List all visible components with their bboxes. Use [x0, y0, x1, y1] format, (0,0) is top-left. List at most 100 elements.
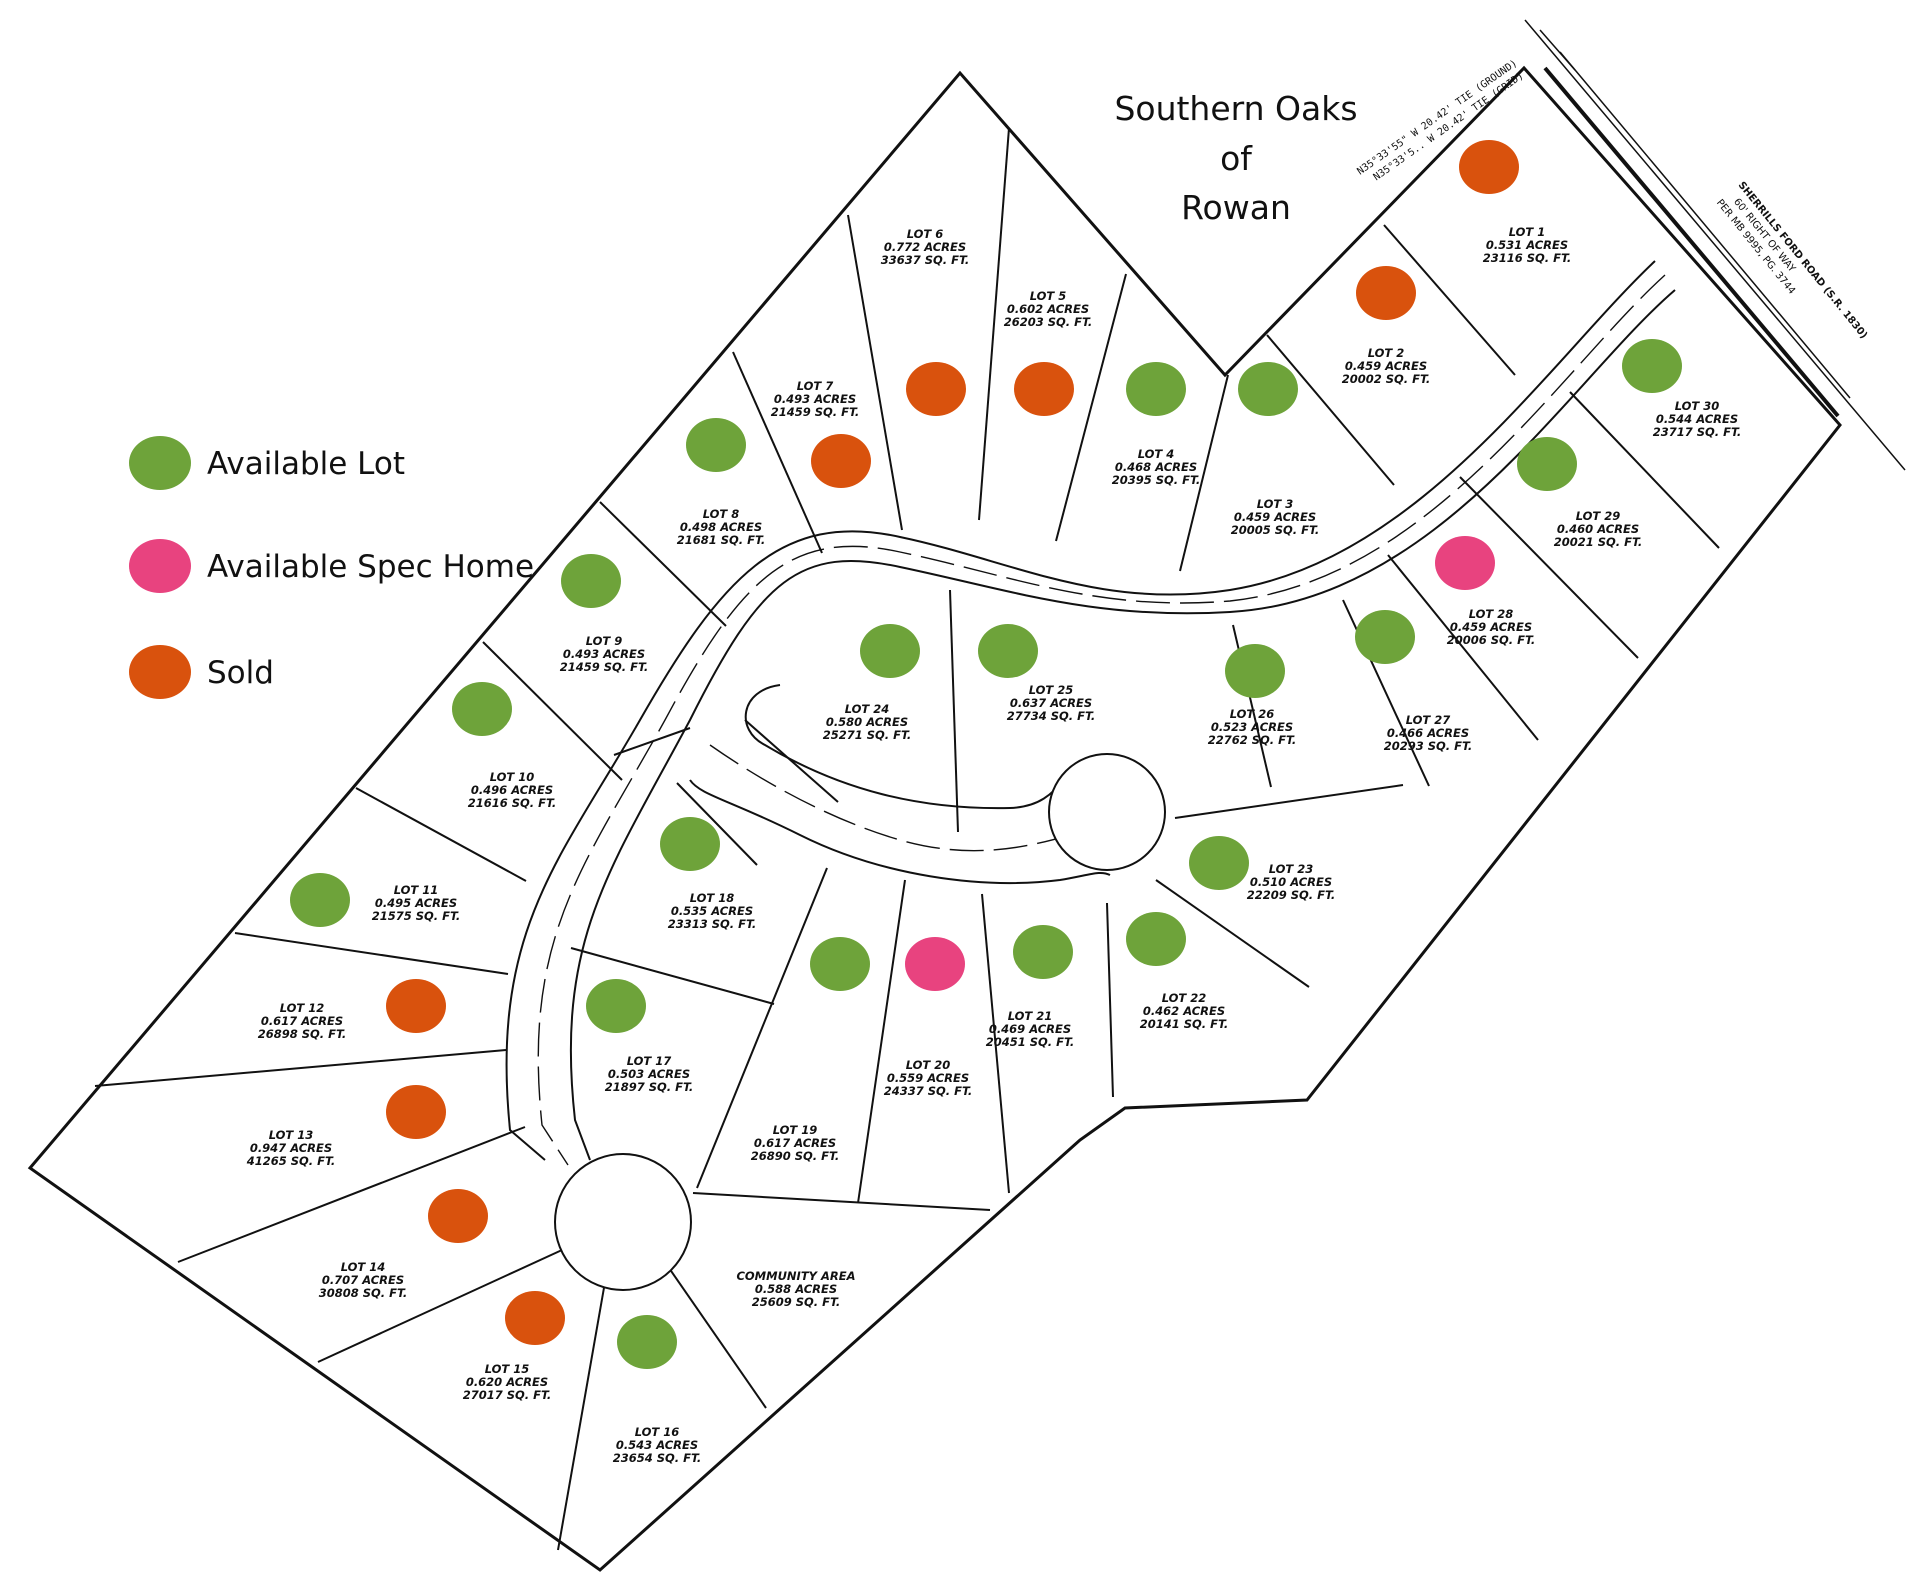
lot-status-marker-available[interactable]: [617, 1315, 677, 1369]
lot-status-marker-spec[interactable]: [1435, 536, 1495, 590]
lot-status-marker-sold[interactable]: [811, 434, 871, 488]
subdivision-boundary: [27, 65, 1842, 1572]
lot-acres: 0.772 ACRES: [884, 240, 966, 254]
lot-acres: 0.535 ACRES: [671, 904, 753, 918]
lot-status-marker-available[interactable]: [1517, 437, 1577, 491]
lot-number: LOT 18: [690, 891, 735, 905]
lot-sqft: 26203 SQ. FT.: [1004, 315, 1093, 329]
lot-sqft: 25609 SQ. FT.: [752, 1295, 841, 1309]
lot-status-marker-available[interactable]: [1189, 836, 1249, 890]
lot-status-marker-available[interactable]: [290, 873, 350, 927]
lot-sqft: 21575 SQ. FT.: [372, 909, 461, 923]
lot-status-marker-sold[interactable]: [906, 362, 966, 416]
lot-sqft: 20395 SQ. FT.: [1112, 473, 1201, 487]
cul-de-sac-south: [554, 1153, 692, 1291]
street-network: [505, 260, 1676, 1291]
lot-status-marker-available[interactable]: [810, 937, 870, 991]
lot-acres: 0.588 ACRES: [755, 1282, 837, 1296]
lot-sqft: 21459 SQ. FT.: [771, 405, 860, 419]
lot-status-marker-sold[interactable]: [1459, 140, 1519, 194]
legend-label-sold: Sold: [207, 655, 274, 691]
lot-status-marker-available[interactable]: [586, 979, 646, 1033]
lot-acres: 0.602 ACRES: [1007, 302, 1089, 316]
lot-acres: 0.468 ACRES: [1115, 460, 1197, 474]
lot-status-marker-sold[interactable]: [1014, 362, 1074, 416]
lot-status-marker-available[interactable]: [1126, 912, 1186, 966]
lot-status-marker-available[interactable]: [1355, 610, 1415, 664]
lot-number: LOT 4: [1138, 447, 1175, 461]
lot-acres: 0.531 ACRES: [1486, 238, 1568, 252]
lot-status-marker-available[interactable]: [660, 817, 720, 871]
lot-sqft: 26890 SQ. FT.: [751, 1149, 840, 1163]
lot-number: LOT 29: [1576, 509, 1621, 523]
lot-status-marker-sold[interactable]: [386, 1085, 446, 1139]
title-line-3: Rowan: [1181, 188, 1291, 227]
lot-status-marker-sold[interactable]: [1356, 266, 1416, 320]
lot-status-marker-available[interactable]: [1013, 925, 1073, 979]
lot-sqft: 21681 SQ. FT.: [677, 533, 766, 547]
lot-acres: 0.637 ACRES: [1010, 696, 1092, 710]
lot-status-marker-available[interactable]: [1126, 362, 1186, 416]
lot-status-marker-sold[interactable]: [428, 1189, 488, 1243]
lot-sqft: 20005 SQ. FT.: [1231, 523, 1320, 537]
lot-status-marker-available[interactable]: [1238, 362, 1298, 416]
legend-label-spec: Available Spec Home: [207, 549, 534, 585]
lot-status-marker-available[interactable]: [1622, 339, 1682, 393]
lot-number: LOT 9: [586, 634, 623, 648]
lot-acres: 0.459 ACRES: [1450, 620, 1532, 634]
lot-acres: 0.707 ACRES: [322, 1273, 404, 1287]
lot-status-marker-available[interactable]: [978, 624, 1038, 678]
lot-sqft: 24337 SQ. FT.: [884, 1084, 973, 1098]
lot-status-marker-sold[interactable]: [386, 979, 446, 1033]
cul-de-sac-east: [1048, 753, 1166, 871]
title-line-2: of: [1220, 139, 1253, 178]
lot-status-marker-available[interactable]: [1225, 644, 1285, 698]
lot-sqft: 26898 SQ. FT.: [258, 1027, 347, 1041]
lot-status-marker-available[interactable]: [561, 554, 621, 608]
lot-acres: 0.466 ACRES: [1387, 726, 1469, 740]
lot-status-marker-spec[interactable]: [905, 937, 965, 991]
legend-swatch-available: [129, 436, 191, 490]
legend: Available Lot Available Spec Home Sold: [129, 436, 534, 699]
lot-status-marker-available[interactable]: [860, 624, 920, 678]
lot-sqft: 20006 SQ. FT.: [1447, 633, 1536, 647]
lot-acres: 0.460 ACRES: [1557, 522, 1639, 536]
lot-number: LOT 26: [1230, 707, 1275, 721]
lot-status-marker-available[interactable]: [452, 682, 512, 736]
lot-status-marker-available[interactable]: [686, 418, 746, 472]
legend-swatch-spec: [129, 539, 191, 593]
lot-status-marker-sold[interactable]: [505, 1291, 565, 1345]
